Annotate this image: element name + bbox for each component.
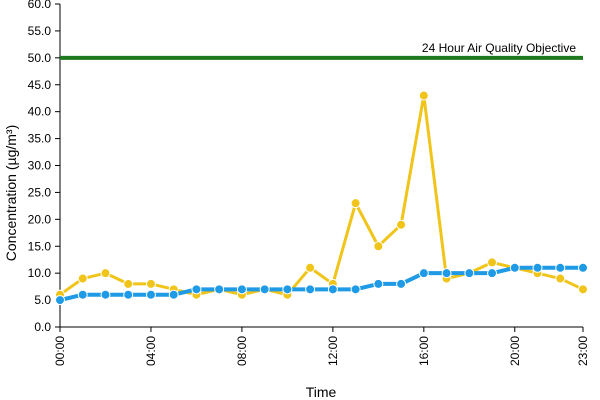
data-point [214, 284, 225, 295]
x-tick-label: 08:00 [235, 336, 249, 366]
data-point [168, 289, 179, 300]
data-point [55, 295, 65, 306]
y-tick-label: 45.0 [28, 78, 52, 92]
y-tick-label: 25.0 [28, 185, 52, 199]
data-point [305, 262, 316, 273]
data-point [418, 90, 429, 101]
y-tick-label: 30.0 [28, 159, 52, 173]
data-point [555, 273, 566, 284]
y-tick-label: 50.0 [28, 51, 52, 65]
x-tick-label: 12:00 [326, 336, 340, 366]
data-point [282, 284, 293, 295]
y-tick-label: 0.0 [34, 320, 51, 334]
data-point [77, 273, 88, 284]
y-axis-title: Concentration (µg/m³) [3, 125, 19, 261]
data-point [236, 284, 247, 295]
data-point [100, 289, 111, 300]
data-point [555, 262, 566, 273]
y-tick-label: 5.0 [34, 293, 51, 307]
data-point [191, 284, 202, 295]
x-axis-title: Time [306, 384, 337, 400]
data-point [396, 219, 407, 230]
data-point [532, 262, 543, 273]
y-tick-label: 20.0 [28, 212, 52, 226]
y-tick-label: 40.0 [28, 105, 52, 119]
data-point [77, 289, 88, 300]
data-point [396, 278, 407, 289]
data-point [578, 262, 588, 273]
data-point [373, 241, 384, 252]
data-point [259, 284, 270, 295]
data-point [441, 268, 452, 279]
y-tick-label: 55.0 [28, 24, 52, 38]
data-point [350, 198, 361, 209]
data-point [305, 284, 316, 295]
data-point [327, 284, 338, 295]
y-tick-label: 60.0 [28, 0, 52, 11]
x-tick-label: 20:00 [508, 336, 522, 366]
y-tick-label: 35.0 [28, 132, 52, 146]
y-tick-label: 10.0 [28, 266, 52, 280]
data-point [123, 289, 134, 300]
data-point [464, 268, 475, 279]
data-point [145, 289, 156, 300]
series-1 [55, 90, 588, 300]
data-point [418, 268, 429, 279]
objective-label: 24 Hour Air Quality Objective [422, 41, 576, 55]
data-point [350, 284, 361, 295]
x-tick-label: 04:00 [144, 336, 158, 366]
data-point [145, 278, 156, 289]
data-point [578, 284, 588, 295]
data-point [100, 268, 111, 279]
series-group [55, 90, 588, 306]
data-point [509, 262, 520, 273]
y-axis: 0.0 5.0 10.0 15.0 20.0 25.0 30.0 35.0 40.0 45.0 50… [28, 0, 61, 334]
data-point [487, 268, 498, 279]
x-tick-label: 00:00 [53, 336, 67, 366]
x-tick-label: 16:00 [417, 336, 431, 366]
y-tick-label: 15.0 [28, 239, 52, 253]
x-tick-label: 23:00 [576, 336, 590, 366]
series-2 [55, 262, 588, 306]
objective-line-group: 24 Hour Air Quality Objective [60, 41, 583, 60]
data-point [123, 278, 134, 289]
x-axis: 00:00 04:00 08:00 12:00 16:00 20:00 23:00 [53, 326, 590, 366]
series-line [59, 94, 584, 297]
data-point [373, 278, 384, 289]
data-point [487, 257, 498, 268]
